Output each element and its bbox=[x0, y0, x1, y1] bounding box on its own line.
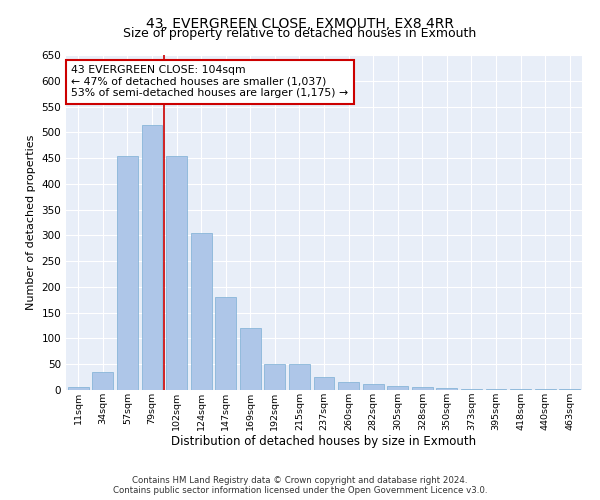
Bar bbox=[289, 364, 310, 390]
Bar bbox=[191, 233, 212, 390]
X-axis label: Distribution of detached houses by size in Exmouth: Distribution of detached houses by size … bbox=[172, 436, 476, 448]
Bar bbox=[436, 388, 457, 390]
Bar bbox=[485, 389, 506, 390]
Bar bbox=[240, 328, 261, 390]
Bar bbox=[412, 388, 433, 390]
Text: Size of property relative to detached houses in Exmouth: Size of property relative to detached ho… bbox=[124, 28, 476, 40]
Text: Contains HM Land Registry data © Crown copyright and database right 2024.
Contai: Contains HM Land Registry data © Crown c… bbox=[113, 476, 487, 495]
Text: 43 EVERGREEN CLOSE: 104sqm
← 47% of detached houses are smaller (1,037)
53% of s: 43 EVERGREEN CLOSE: 104sqm ← 47% of deta… bbox=[71, 65, 348, 98]
Bar bbox=[265, 364, 286, 390]
Bar bbox=[338, 382, 359, 390]
Bar bbox=[166, 156, 187, 390]
Bar bbox=[117, 156, 138, 390]
Bar bbox=[559, 389, 580, 390]
Bar bbox=[387, 386, 408, 390]
Bar bbox=[215, 297, 236, 390]
Bar bbox=[68, 388, 89, 390]
Bar bbox=[510, 389, 531, 390]
Bar bbox=[92, 372, 113, 390]
Bar bbox=[461, 389, 482, 390]
Bar bbox=[314, 377, 334, 390]
Bar bbox=[142, 124, 163, 390]
Text: 43, EVERGREEN CLOSE, EXMOUTH, EX8 4RR: 43, EVERGREEN CLOSE, EXMOUTH, EX8 4RR bbox=[146, 18, 454, 32]
Y-axis label: Number of detached properties: Number of detached properties bbox=[26, 135, 36, 310]
Bar bbox=[535, 389, 556, 390]
Bar bbox=[362, 384, 383, 390]
